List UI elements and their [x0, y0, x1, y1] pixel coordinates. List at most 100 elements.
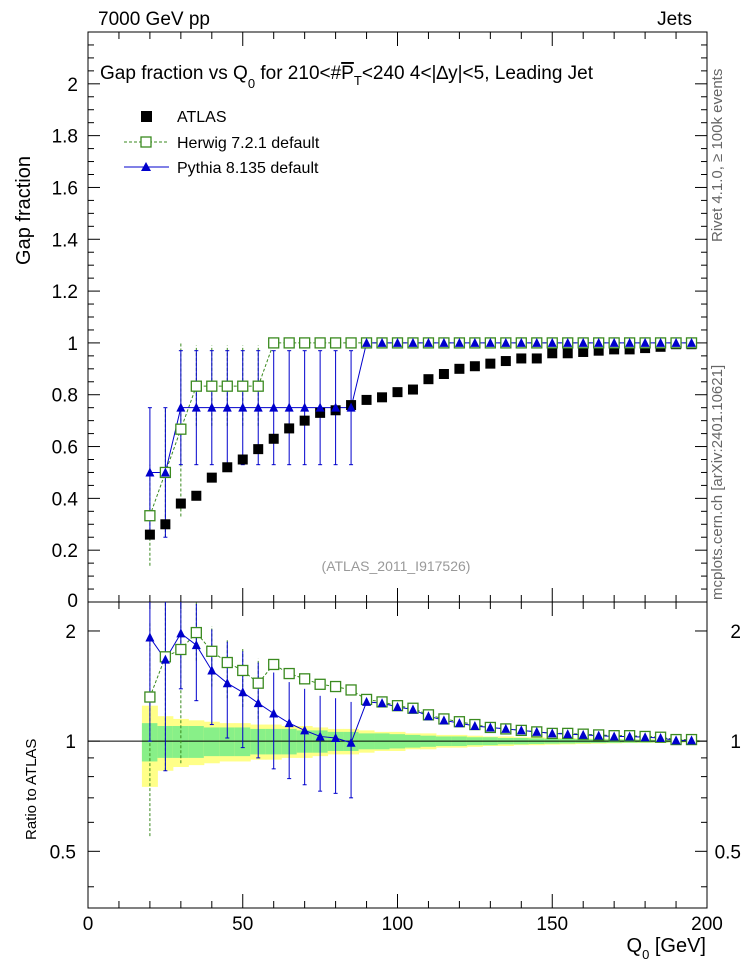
- ratio-herwig-point: [206, 645, 218, 657]
- pythia-point: [145, 467, 155, 477]
- ratio-pythia-point: [393, 701, 402, 711]
- watermark: (ATLAS_2011_I917526): [322, 558, 471, 574]
- atlas-point: [392, 387, 403, 398]
- herwig-point: [283, 337, 295, 349]
- ratio-pythia-point: [563, 729, 573, 739]
- ratio-herwig-point: [175, 643, 187, 656]
- atlas-point: [206, 472, 217, 483]
- main-panel: 0.2 0.4 0.6 0.8 1 1.2 1.4 1.6 1.8 2 0 Gap fraction…: [13, 31, 708, 612]
- atlas-point: [361, 394, 372, 405]
- pythia-point: [516, 337, 526, 347]
- ratio-band-inner: [141, 723, 158, 762]
- atlas-point: [377, 392, 388, 403]
- ratio-pythia-point: [671, 735, 681, 745]
- legend-herwig-label: Herwig 7.2.1 default: [177, 135, 320, 152]
- legend-atlas-marker: [141, 111, 152, 122]
- main-ytick-label: 2: [67, 75, 78, 96]
- ratio-pythia-point: [516, 725, 526, 735]
- ratio-pythia-point: [269, 708, 279, 718]
- pythia-point: [315, 402, 325, 412]
- pythia-point: [594, 337, 604, 347]
- pythia-point: [346, 402, 356, 412]
- ratio-pythia-point: [485, 722, 495, 732]
- ratio-ylabel: Ratio to ATLAS: [23, 739, 40, 840]
- ratio-herwig-point: [283, 667, 295, 680]
- pythia-point: [609, 337, 619, 347]
- pythia-line: [149, 342, 692, 473]
- ratio-ytick-label-left: 0.5: [50, 842, 76, 863]
- pythia-point: [547, 337, 557, 347]
- pythia-point: [269, 402, 279, 412]
- atlas-point: [609, 344, 620, 355]
- main-ytick-label: 0.4: [52, 489, 79, 510]
- ratio-herwig-point: [252, 677, 264, 689]
- atlas-point: [191, 490, 202, 501]
- atlas-point: [469, 361, 480, 372]
- ratio-pythia-point: [656, 732, 666, 742]
- ratio-herwig-point: [314, 678, 326, 690]
- ratio-ytick-label-right: 2: [730, 622, 741, 643]
- pythia-point: [191, 402, 201, 412]
- ratio-pythia-point: [315, 731, 325, 741]
- pythia-point: [501, 337, 511, 347]
- ratio-pythia-point: [439, 715, 449, 725]
- ratio-herwig-point: [298, 673, 311, 685]
- herwig-point: [298, 337, 311, 349]
- ratio-pythia-point: [331, 732, 341, 742]
- herwig-point: [314, 337, 326, 349]
- atlas-point: [253, 444, 264, 455]
- main-ytick-label: 1.6: [52, 178, 78, 199]
- pythia-point: [454, 337, 464, 347]
- ratio-herwig-point: [268, 658, 280, 671]
- ratio-ytick-label-right: 0.5: [715, 842, 741, 863]
- ratio-pythia-point: [176, 628, 186, 638]
- ratio-band-inner: [203, 727, 220, 757]
- atlas-point: [315, 407, 326, 418]
- herwig-point: [252, 380, 264, 392]
- ratio-pythia-point: [640, 732, 650, 742]
- pythia-point: [563, 337, 573, 347]
- herwig-point: [329, 337, 342, 349]
- ratio-pythia-point: [160, 654, 170, 664]
- ratio-band-inner: [188, 725, 205, 758]
- atlas-point: [299, 415, 310, 426]
- ratio-pythia-point: [687, 735, 697, 745]
- pythia-point: [253, 402, 263, 412]
- legend-atlas-label: ATLAS: [177, 109, 227, 126]
- atlas-point: [407, 384, 418, 395]
- legend-herwig-marker: [140, 136, 152, 148]
- xtick-label: 200: [691, 914, 723, 935]
- ratio-pythia-point: [377, 698, 387, 708]
- ratio-pythia-point: [578, 729, 588, 739]
- legend-pythia-label: Pythia 8.135 default: [177, 160, 319, 177]
- atlas-point: [175, 498, 186, 509]
- pythia-point: [578, 337, 588, 347]
- pythia-point: [176, 402, 186, 412]
- atlas-point: [624, 344, 635, 355]
- ratio-pythia-point: [423, 711, 433, 721]
- pythia-point: [470, 337, 480, 347]
- chart-title: Gap fraction vs Q0 for 210<#PT<240 4<|∆y…: [100, 63, 594, 91]
- herwig-point: [268, 337, 280, 349]
- pythia-point: [656, 337, 666, 347]
- ratio-herwig-point: [190, 626, 202, 639]
- atlas-point: [516, 353, 527, 364]
- pythia-point: [238, 402, 248, 412]
- atlas-point: [222, 462, 233, 473]
- pythia-point: [284, 402, 294, 412]
- ratio-pythia-point: [470, 720, 480, 730]
- main-ytick-label: 0.6: [52, 438, 78, 459]
- ratio-herwig-point: [329, 680, 342, 693]
- pythia-point: [687, 337, 697, 347]
- ratio-panel: 0.5 0.5 1 1 2 2 0 50 100 150 200 Ratio to ATLAS Q0…: [23, 601, 741, 962]
- atlas-point: [531, 353, 542, 364]
- ratio-pythia-point: [300, 725, 310, 735]
- ratio-herwig-point: [237, 664, 249, 677]
- atlas-point: [500, 356, 511, 367]
- ratio-ytick-label-right: 1: [730, 732, 741, 753]
- ratio-ytick-label-left: 2: [65, 622, 76, 643]
- herwig-point: [175, 423, 187, 435]
- rivet-label: Rivet 4.1.0, ≥ 100k events: [709, 69, 726, 242]
- atlas-point: [438, 369, 449, 379]
